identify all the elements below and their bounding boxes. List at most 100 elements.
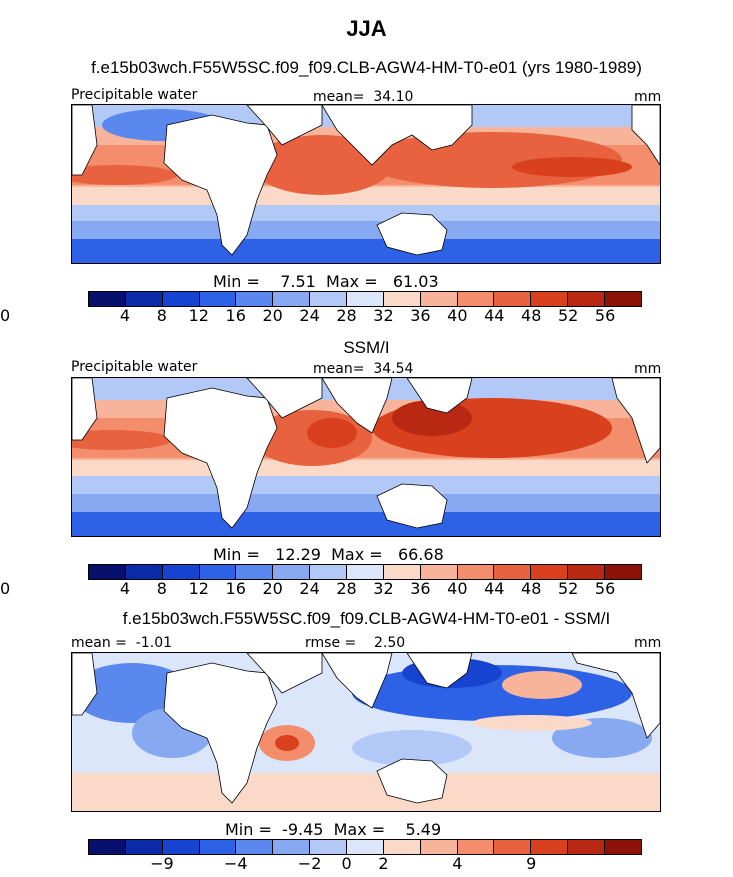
colorbar-swatch [347, 292, 384, 306]
colorbar-swatch [383, 292, 421, 306]
colorbar-swatch [531, 565, 569, 579]
colorbar-swatch [236, 840, 274, 854]
map-diff [71, 652, 661, 812]
colorbar-swatch [310, 292, 348, 306]
colorbar-swatch [457, 840, 495, 854]
colorbar-tick-label: 36 [410, 306, 431, 325]
colorbar-swatch [347, 840, 384, 854]
colorbar-tick-label: 60 [0, 579, 11, 598]
colorbar-tick-label: 44 [484, 306, 505, 325]
colorbar-swatch [89, 840, 126, 854]
colorbar-swatch [273, 292, 311, 306]
colorbar-tick-label: 28 [336, 306, 357, 325]
colorbar-swatch [162, 840, 200, 854]
panel-left-label: Precipitable water [71, 87, 198, 103]
colorbar-swatch [310, 840, 348, 854]
panel-title-model: f.e15b03wch.F55W5SC.f09_f09.CLB-AGW4-HM-… [91, 58, 642, 77]
colorbar-swatch [605, 292, 641, 306]
colorbar-tick-label: 20 [262, 306, 283, 325]
colorbar-tick-label: 36 [410, 579, 431, 598]
colorbar-tick-label: 44 [484, 579, 505, 598]
colorbar-swatch [162, 292, 200, 306]
colorbar-diff [88, 839, 642, 855]
colorbar-swatch [125, 565, 163, 579]
colorbar-swatch [273, 565, 311, 579]
colorbar-swatch [457, 292, 495, 306]
colorbar-swatch [605, 840, 641, 854]
colorbar-swatch [494, 292, 532, 306]
colorbar-tick-label: 32 [373, 306, 394, 325]
colorbar-swatch [125, 292, 163, 306]
colorbar-tick-label: 4 [119, 306, 131, 325]
colorbar-tick-label: 28 [336, 579, 357, 598]
colorbar-swatch [531, 292, 569, 306]
colorbar-swatch [162, 565, 200, 579]
panel-units-label: mm [634, 89, 662, 105]
colorbar-tick-label: 20 [262, 579, 283, 598]
colorbar-model [88, 291, 642, 307]
map-model [71, 104, 661, 264]
colorbar-tick-label: 60 [0, 306, 11, 325]
colorbar-tick-label: 4 [452, 854, 463, 873]
panel-minmax: Min = 12.29 Max = 66.68 [213, 545, 444, 564]
colorbar-tick-label: 24 [299, 579, 320, 598]
colorbar-tick-label: 32 [373, 579, 394, 598]
colorbar-tick-label: 48 [521, 579, 542, 598]
colorbar-swatch [347, 565, 384, 579]
panel-rmse-label: rmse = 2.50 [305, 635, 406, 651]
colorbar-swatch [199, 840, 237, 854]
panel-mean-label: mean= 34.54 [313, 361, 414, 377]
panel-units-label: mm [634, 361, 662, 377]
colorbar-tick-label: 8 [156, 306, 167, 325]
colorbar-tick-label: 9 [526, 854, 537, 873]
colorbar-tick-label: 16 [225, 579, 246, 598]
colorbar-tick-label: 56 [594, 306, 616, 325]
colorbar-swatch [568, 292, 606, 306]
colorbar-swatch [420, 840, 458, 854]
panel-mean-label: mean = -1.01 [71, 635, 173, 651]
panel-minmax: Min = 7.51 Max = 61.03 [213, 272, 439, 291]
colorbar-swatch [310, 565, 348, 579]
colorbar-tick-label: 52 [557, 306, 579, 325]
colorbar-swatch [89, 565, 126, 579]
colorbar-swatch [199, 565, 237, 579]
colorbar-tick-label: 8 [156, 579, 167, 598]
colorbar-tick-label: 52 [557, 579, 579, 598]
colorbar-swatch [494, 840, 532, 854]
colorbar-tick-label: 24 [299, 306, 320, 325]
colorbar-tick-label: 48 [521, 306, 542, 325]
colorbar-tick-label: 40 [447, 579, 468, 598]
colorbar-swatch [568, 840, 606, 854]
colorbar-swatch [236, 565, 274, 579]
colorbar-swatch [457, 565, 495, 579]
panel-title-obs: SSM/I [343, 338, 390, 357]
colorbar-swatch [125, 840, 163, 854]
map-obs-field [72, 378, 660, 536]
colorbar-swatch [383, 840, 421, 854]
colorbar-tick-label: 0 [341, 854, 352, 873]
colorbar-swatch [531, 840, 569, 854]
colorbar-tick-label: 56 [594, 579, 616, 598]
colorbar-swatch [383, 565, 421, 579]
colorbar-tick-label: 4 [119, 579, 131, 598]
panel-title-diff: f.e15b03wch.F55W5SC.f09_f09.CLB-AGW4-HM-… [122, 609, 611, 628]
panel-units-label: mm [634, 635, 662, 651]
colorbar-tick-label: 12 [188, 306, 209, 325]
figure-title: JJA [346, 16, 387, 41]
colorbar-tick-label: −2 [297, 854, 322, 873]
colorbar-swatch [273, 840, 311, 854]
colorbar-swatch [199, 292, 237, 306]
colorbar-tick-label: −4 [223, 854, 248, 873]
map-diff-field [72, 653, 660, 811]
colorbar-swatch [568, 565, 606, 579]
colorbar-tick-label: −9 [150, 854, 174, 873]
colorbar-swatch [494, 565, 532, 579]
colorbar-tick-label: 2 [378, 854, 389, 873]
panel-mean-label: mean= 34.10 [313, 89, 414, 105]
colorbar-swatch [420, 292, 458, 306]
colorbar-swatch [236, 292, 274, 306]
map-model-field [72, 105, 660, 263]
panel-minmax: Min = -9.45 Max = 5.49 [225, 820, 442, 839]
colorbar-obs [88, 564, 642, 580]
colorbar-swatch [420, 565, 458, 579]
